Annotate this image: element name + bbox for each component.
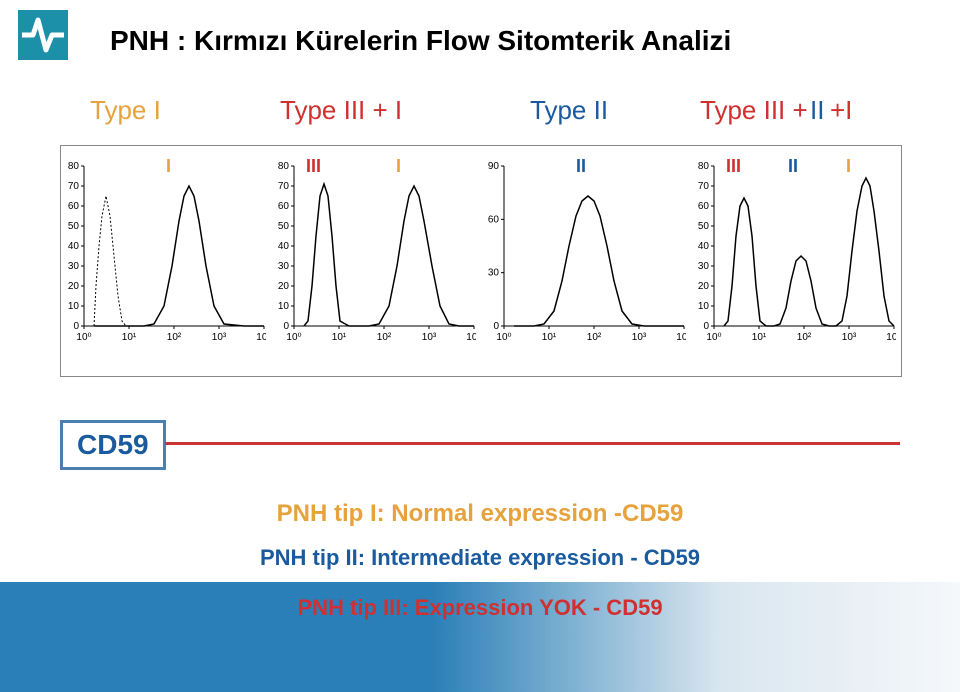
svg-text:30: 30: [698, 261, 710, 272]
col-type-2: Type II: [530, 95, 608, 126]
svg-text:70: 70: [278, 181, 290, 192]
legend-tip-2: PNH tip II: Intermediate expression - CD…: [0, 545, 960, 571]
svg-text:10²: 10²: [377, 332, 392, 343]
page-title: PNH : Kırmızı Kürelerin Flow Sitomterik …: [110, 25, 731, 57]
peak-label-I4: I: [846, 156, 851, 177]
svg-text:0: 0: [493, 321, 499, 332]
h3-solid: [514, 196, 684, 326]
svg-text:30: 30: [68, 261, 80, 272]
cd59-axis-line: [165, 442, 900, 445]
histogram-type1: 0 10 20 30 40 50 60 70 80 10⁰ 10¹ 10² 10³ 10⁴ I: [66, 156, 266, 366]
col-type-4c: +I: [830, 95, 852, 126]
col-type-31: Type III + I: [280, 95, 402, 126]
histogram-type321: 0102030405060708010⁰10¹10²10³10⁴ III II …: [696, 156, 896, 366]
svg-text:80: 80: [68, 161, 80, 172]
svg-text:10⁴: 10⁴: [466, 332, 476, 343]
svg-text:10⁴: 10⁴: [886, 332, 896, 343]
svg-text:10⁴: 10⁴: [256, 332, 266, 343]
svg-text:10⁰: 10⁰: [496, 332, 511, 343]
svg-text:70: 70: [698, 181, 710, 192]
peak-label-II4: II: [788, 156, 798, 177]
peak-label-III4: III: [726, 156, 741, 177]
legend-tip-1: PNH tip I: Normal expression -CD59: [0, 500, 960, 528]
svg-text:20: 20: [698, 281, 710, 292]
h2-solid: [304, 184, 474, 326]
svg-text:10: 10: [278, 301, 290, 312]
svg-text:10⁰: 10⁰: [76, 332, 91, 343]
svg-text:10: 10: [698, 301, 710, 312]
svg-text:50: 50: [278, 221, 290, 232]
svg-text:10³: 10³: [422, 332, 437, 343]
svg-text:60: 60: [698, 201, 710, 212]
col-type-4a: Type III +: [700, 95, 808, 126]
svg-text:10³: 10³: [632, 332, 647, 343]
svg-text:10¹: 10¹: [542, 332, 557, 343]
cd59-label: CD59: [60, 420, 166, 470]
peak-label-III: III: [306, 156, 321, 177]
svg-text:60: 60: [278, 201, 290, 212]
histogram-panel: 0 10 20 30 40 50 60 70 80 10⁰ 10¹ 10² 10³ 10⁴ I 0 10 20…: [60, 145, 902, 377]
svg-text:0: 0: [283, 321, 289, 332]
col-type-1: Type I: [90, 95, 161, 126]
peak-label-I: I: [166, 156, 171, 177]
svg-text:80: 80: [698, 161, 710, 172]
svg-text:20: 20: [278, 281, 290, 292]
svg-text:80: 80: [278, 161, 290, 172]
svg-text:10⁴: 10⁴: [676, 332, 686, 343]
peak-label-II: II: [576, 156, 586, 177]
svg-text:10¹: 10¹: [122, 332, 137, 343]
histogram-type2: 0 30 60 90 10⁰ 10¹ 10² 10³ 10⁴ II: [486, 156, 686, 366]
svg-text:10: 10: [68, 301, 80, 312]
svg-text:10⁰: 10⁰: [706, 332, 721, 343]
svg-text:10²: 10²: [587, 332, 602, 343]
svg-text:0: 0: [703, 321, 709, 332]
legend-tip-3: PNH tip III: Expression YOK - CD59: [0, 595, 960, 621]
col-type-4b: II: [810, 95, 824, 126]
svg-text:10³: 10³: [212, 332, 227, 343]
svg-text:40: 40: [68, 241, 80, 252]
svg-text:40: 40: [698, 241, 710, 252]
svg-text:10¹: 10¹: [332, 332, 347, 343]
column-headers: Type I Type III + I Type II Type III + I…: [0, 95, 960, 135]
svg-text:30: 30: [488, 268, 500, 279]
logo-icon: [18, 10, 68, 60]
svg-text:10²: 10²: [167, 332, 182, 343]
svg-text:60: 60: [68, 201, 80, 212]
h1-dotted: [94, 196, 126, 326]
svg-text:20: 20: [68, 281, 80, 292]
svg-text:10³: 10³: [842, 332, 857, 343]
svg-text:90: 90: [488, 161, 500, 172]
svg-text:40: 40: [278, 241, 290, 252]
peak-label-I2: I: [396, 156, 401, 177]
svg-text:30: 30: [278, 261, 290, 272]
svg-text:50: 50: [68, 221, 80, 232]
svg-text:10⁰: 10⁰: [286, 332, 301, 343]
svg-text:10¹: 10¹: [752, 332, 767, 343]
svg-text:70: 70: [68, 181, 80, 192]
h4-solid: [724, 178, 894, 326]
svg-text:60: 60: [488, 214, 500, 225]
histogram-type3-1: 0 10 20 30 40 50 60 70 80 10⁰ 10¹ 10² 10³ 10⁴ III I: [276, 156, 476, 366]
svg-text:0: 0: [73, 321, 79, 332]
svg-text:10²: 10²: [797, 332, 812, 343]
svg-text:50: 50: [698, 221, 710, 232]
